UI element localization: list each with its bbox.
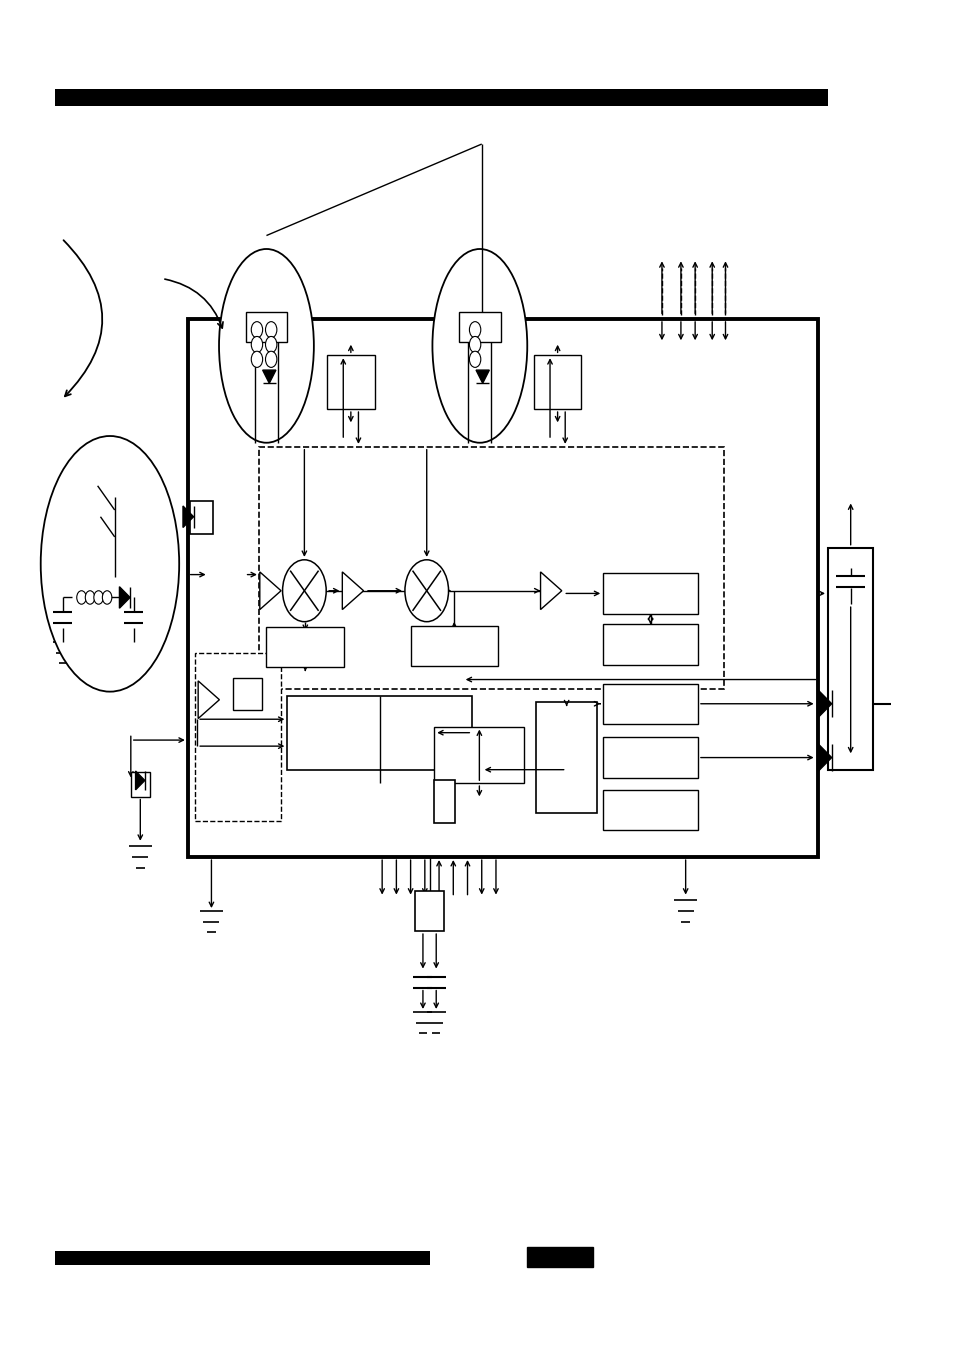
Ellipse shape (219, 249, 314, 443)
Circle shape (76, 590, 86, 604)
Circle shape (85, 590, 94, 604)
Bar (195, 653, 280, 821)
Bar (245, 312, 287, 342)
Bar (188, 319, 818, 857)
Text: ATIMEL: ATIMEL (529, 1250, 591, 1265)
Circle shape (102, 590, 112, 604)
Polygon shape (342, 571, 363, 609)
Circle shape (469, 322, 480, 338)
Circle shape (469, 351, 480, 367)
Bar (55, 89, 827, 107)
Polygon shape (476, 370, 489, 384)
Bar (602, 573, 698, 613)
Circle shape (469, 336, 480, 353)
Circle shape (265, 336, 276, 353)
Bar (602, 790, 698, 831)
Circle shape (93, 590, 103, 604)
Bar (266, 627, 344, 667)
Bar (287, 696, 472, 770)
Bar (536, 703, 597, 813)
Polygon shape (119, 586, 130, 608)
Bar (131, 773, 150, 797)
Polygon shape (262, 370, 275, 384)
Polygon shape (183, 507, 193, 527)
Bar (258, 447, 722, 689)
Ellipse shape (41, 436, 179, 692)
Bar (233, 678, 261, 711)
Bar (534, 355, 580, 409)
Bar (415, 890, 443, 931)
Bar (434, 727, 524, 784)
Polygon shape (259, 571, 281, 609)
Circle shape (265, 322, 276, 338)
Circle shape (404, 559, 448, 621)
Ellipse shape (432, 249, 527, 443)
Polygon shape (818, 690, 831, 717)
Polygon shape (135, 771, 145, 790)
Polygon shape (818, 744, 831, 771)
Bar (190, 501, 213, 534)
Circle shape (265, 351, 276, 367)
Circle shape (251, 336, 262, 353)
Circle shape (251, 351, 262, 367)
Circle shape (251, 322, 262, 338)
Circle shape (282, 559, 326, 621)
Bar (410, 626, 497, 666)
Bar (602, 624, 698, 665)
Bar (602, 684, 698, 724)
Polygon shape (540, 571, 561, 609)
Bar (327, 355, 375, 409)
Bar (458, 312, 500, 342)
Bar (602, 738, 698, 778)
Bar (434, 781, 455, 824)
Polygon shape (198, 681, 219, 719)
Bar (55, 1251, 429, 1265)
Bar (827, 547, 873, 770)
